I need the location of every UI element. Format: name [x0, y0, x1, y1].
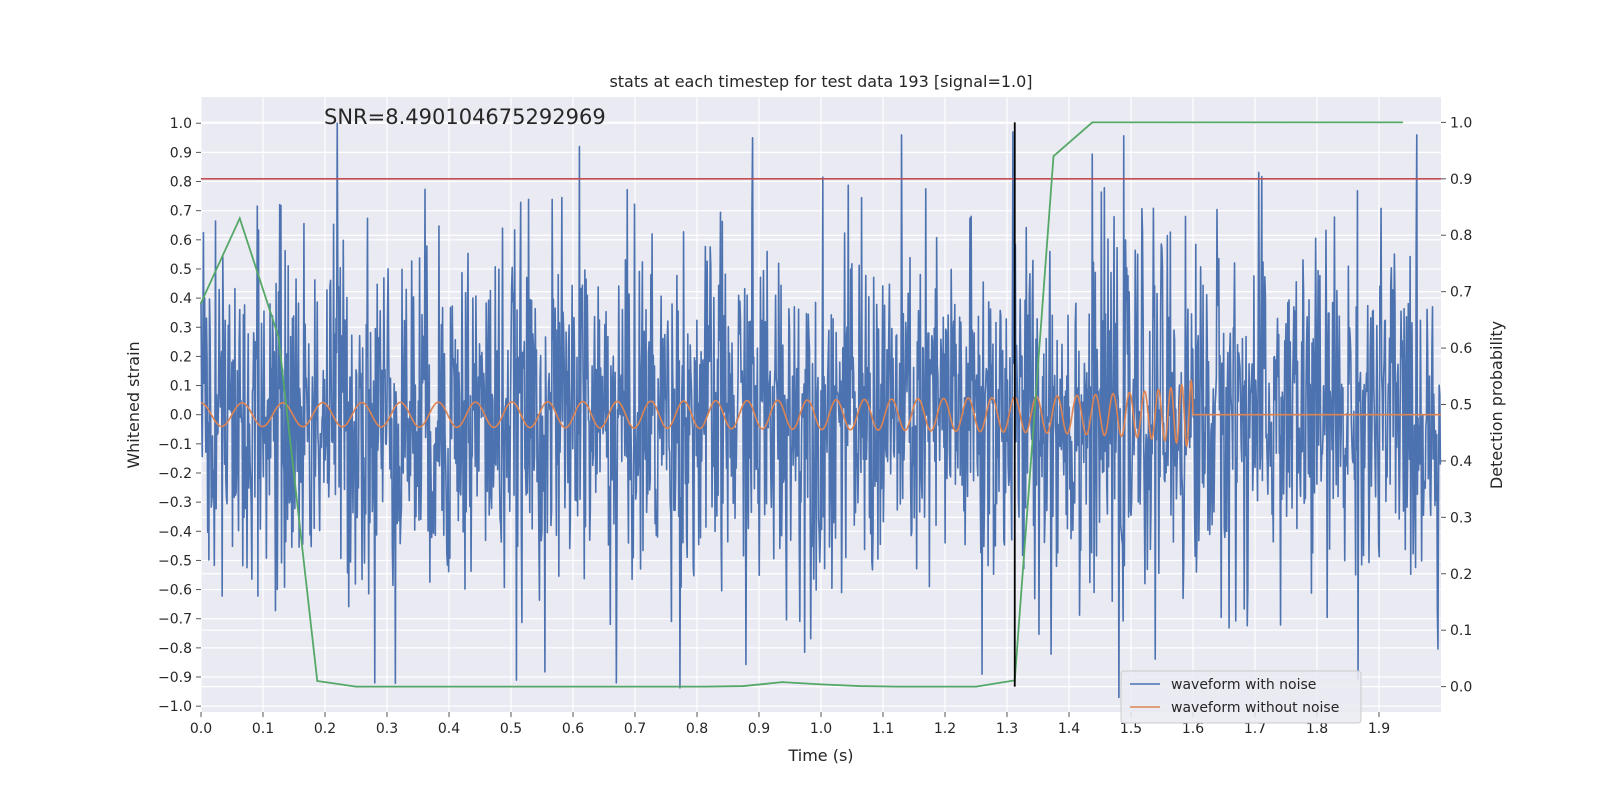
- y2-tick-label: 0.9: [1450, 172, 1472, 188]
- y-tick-label: −0.1: [158, 437, 192, 453]
- series-waveform-with-noise: [200, 122, 1442, 699]
- legend-label-clean: waveform without noise: [1171, 700, 1339, 716]
- detection-point: [665, 685, 667, 688]
- x-tick-label: 0.9: [748, 721, 770, 737]
- detection-point: [820, 683, 822, 686]
- y2-tick-label: 0.7: [1450, 285, 1472, 301]
- x-tick-label: 1.7: [1244, 721, 1266, 737]
- y-tick-label: −0.7: [158, 612, 192, 628]
- y-axis-label: Whitened strain: [124, 341, 143, 468]
- x-tick-label: 1.8: [1306, 721, 1328, 737]
- y-tick-label: 0.2: [170, 349, 192, 365]
- detection-point: [858, 685, 861, 687]
- y2-tick-label: 0.2: [1450, 567, 1472, 583]
- x-tick-label: 1.6: [1182, 721, 1204, 737]
- y-tick-label: −1.0: [158, 699, 192, 715]
- detection-point: [393, 685, 396, 688]
- x-tick-label: 0.0: [190, 721, 212, 737]
- chart-title: stats at each timestep for test data 193…: [609, 72, 1032, 91]
- x-tick-label: 1.0: [810, 721, 832, 737]
- x-tick-label: 0.6: [562, 721, 584, 737]
- legend: waveform with noise waveform without noi…: [1120, 670, 1362, 724]
- detection-point: [1246, 121, 1249, 124]
- detection-point: [238, 217, 241, 220]
- y-tick-label: −0.8: [158, 641, 192, 657]
- x-tick-label: 1.4: [1058, 721, 1080, 737]
- y2-tick-label: 0.4: [1450, 454, 1472, 470]
- y-tick-label: 0.7: [170, 204, 192, 220]
- y-tick-label: 0.0: [170, 408, 192, 424]
- detection-point: [1130, 121, 1132, 124]
- x-tick-label: 1.1: [872, 721, 894, 737]
- y-tick-label: −0.6: [158, 583, 192, 599]
- x-tick-label: 0.2: [314, 721, 336, 737]
- detection-point: [1323, 121, 1326, 124]
- y-tick-label: −0.3: [158, 495, 192, 511]
- y-tick-label: −0.2: [158, 466, 192, 482]
- snr-annotation: SNR=8.490104675292969: [324, 105, 606, 129]
- series-layer: [200, 121, 1442, 699]
- detection-point: [471, 685, 474, 688]
- y-tick-label: 0.6: [170, 233, 192, 249]
- x-tick-label: 0.1: [252, 721, 274, 737]
- detection-point: [587, 685, 590, 688]
- detection-point: [742, 685, 745, 687]
- detection-point: [316, 680, 319, 682]
- y2-tick-label: 0.6: [1450, 341, 1472, 357]
- y2-tick-label: 0.5: [1450, 398, 1472, 414]
- detection-point: [897, 685, 900, 688]
- x-tick-label: 0.4: [438, 721, 460, 737]
- detection-point: [1207, 121, 1210, 124]
- ticks: 0.0 0.1 0.2 0.3 0.4 0.5 0.6 0.7 0.8 0.9 1.0 1.1 1.2 1…: [158, 115, 1472, 737]
- detection-point: [1362, 121, 1365, 124]
- y2-axis-label: Detection probability: [1487, 321, 1506, 489]
- detection-point: [432, 685, 435, 688]
- y-tick-label: 0.9: [170, 145, 192, 161]
- y-tick-label: 0.8: [170, 175, 192, 191]
- y-tick-label: 0.1: [170, 379, 192, 395]
- detection-point: [703, 685, 706, 688]
- x-tick-label: 1.3: [996, 721, 1018, 737]
- x-tick-label: 1.5: [1120, 721, 1142, 737]
- detection-point: [277, 335, 280, 338]
- detection-point: [936, 685, 939, 688]
- detection-point: [548, 685, 551, 688]
- detection-point: [781, 681, 784, 683]
- legend-label-noise: waveform with noise: [1171, 677, 1316, 693]
- x-tick-label: 0.7: [624, 721, 646, 737]
- detection-point: [1052, 155, 1055, 158]
- detection-point: [200, 302, 202, 304]
- detection-point: [975, 685, 977, 688]
- x-axis-label: Time (s): [787, 746, 853, 765]
- y-tick-label: 0.5: [170, 262, 192, 278]
- y2-tick-label: 0.0: [1450, 680, 1472, 696]
- detection-point: [355, 685, 357, 688]
- y-tick-label: 0.4: [170, 291, 192, 307]
- y2-tick-label: 0.8: [1450, 228, 1472, 244]
- x-tick-label: 1.9: [1368, 721, 1390, 737]
- detection-point: [1168, 121, 1171, 124]
- x-tick-label: 1.2: [934, 721, 956, 737]
- y2-tick-label: 1.0: [1450, 115, 1472, 131]
- x-tick-label: 0.3: [376, 721, 398, 737]
- y-tick-label: 0.3: [170, 320, 192, 336]
- y-tick-label: 1.0: [170, 116, 192, 132]
- y-tick-label: −0.9: [158, 670, 192, 686]
- series-detection-probability: [200, 121, 1403, 688]
- legend-box: [1120, 670, 1362, 724]
- detection-point: [510, 685, 512, 688]
- series-waveform-without-noise: [200, 378, 1441, 448]
- detection-point: [1285, 121, 1287, 124]
- y-tick-label: −0.5: [158, 553, 192, 569]
- x-tick-label: 0.5: [500, 721, 522, 737]
- x-tick-label: 0.8: [686, 721, 708, 737]
- detection-point: [1091, 121, 1094, 124]
- detection-point: [1401, 121, 1404, 124]
- y2-tick-label: 0.3: [1450, 510, 1472, 526]
- detection-point: [626, 685, 629, 688]
- y-tick-label: −0.4: [158, 524, 192, 540]
- y2-tick-label: 0.1: [1450, 623, 1472, 639]
